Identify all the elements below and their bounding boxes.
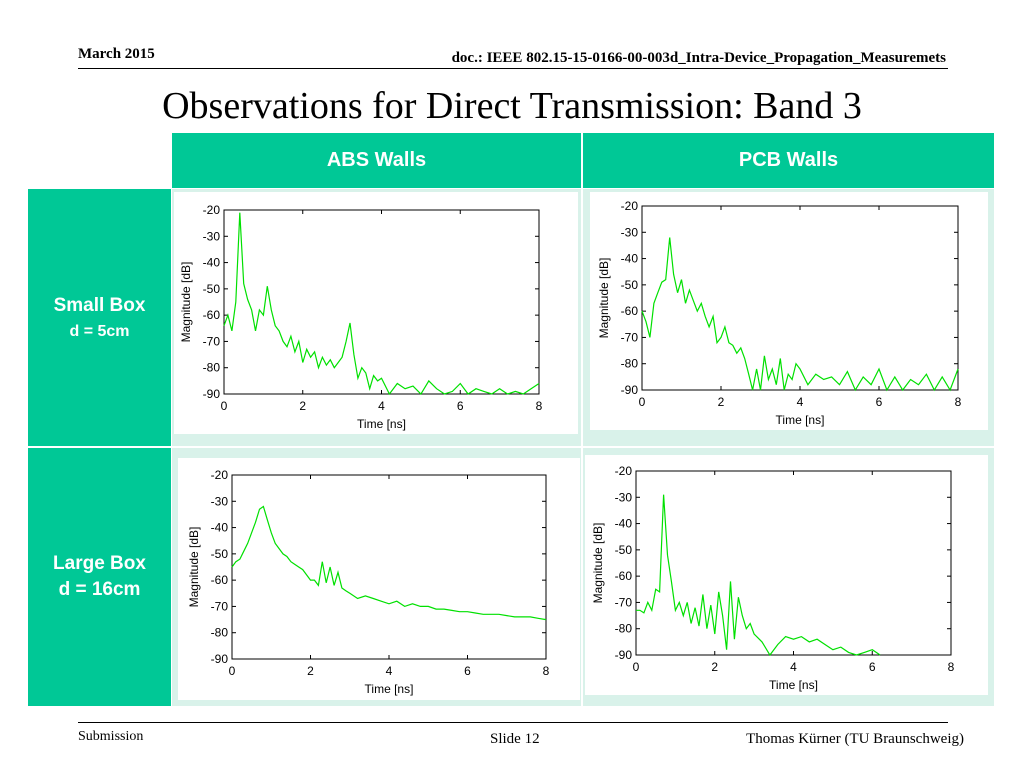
y-tick-label: -90 [615, 648, 633, 662]
x-tick-label: 8 [948, 660, 955, 674]
x-tick-label: 4 [386, 664, 393, 678]
y-tick-label: -60 [615, 569, 633, 583]
y-tick-label: -80 [203, 361, 221, 375]
row-header-small-box: Small Box d = 5cm [28, 189, 171, 446]
x-tick-label: 4 [378, 399, 385, 413]
row-header-large-box: Large Box d = 16cm [28, 448, 171, 706]
y-tick-label: -40 [203, 256, 221, 270]
header-date: March 2015 [78, 46, 155, 62]
y-tick-label: -30 [211, 494, 229, 508]
x-tick-label: 0 [221, 399, 228, 413]
x-tick-label: 8 [543, 664, 550, 678]
y-tick-label: -20 [621, 199, 639, 213]
y-tick-label: -50 [621, 278, 639, 292]
y-tick-label: -80 [621, 357, 639, 371]
x-tick-label: 8 [955, 395, 962, 409]
x-tick-label: 2 [307, 664, 314, 678]
footer-author: Thomas Kürner (TU Braunschweig) [746, 731, 964, 747]
x-axis-label: Time [ns] [357, 417, 406, 431]
y-axis-label: Magnitude [dB] [597, 258, 611, 339]
plot-small-box-pcb: -20 -30 -40 -50 -60 -70 -80 -90 0 2 4 6 8 Time [ns] Ma… [590, 192, 988, 430]
chart-large-box-abs: -20 -30 -40 -50 -60 -70 -80 -900 2 4 6 8 Time [ns] Ma… [187, 468, 550, 696]
y-tick-label: -30 [621, 225, 639, 239]
y-tick-label: -30 [615, 490, 633, 504]
x-tick-label: 0 [229, 664, 236, 678]
axes-frame [635, 470, 952, 656]
chart-small-box-pcb: -20 -30 -40 -50 -60 -70 -80 -900 2 4 6 8 Time [ns] Ma… [597, 199, 962, 427]
plot-large-box-pcb: -20 -30 -40 -50 -60 -70 -80 -90 0 2 4 6 8 Time [ns] Ma… [585, 455, 988, 695]
y-tick-label: -70 [621, 330, 639, 344]
x-tick-label: 6 [464, 664, 471, 678]
y-tick-label: -60 [621, 304, 639, 318]
row-label-small-box: Small Box [53, 294, 146, 316]
y-tick-label: -40 [621, 252, 639, 266]
header-divider [78, 68, 948, 69]
col-header-pcb: PCB Walls [583, 133, 994, 188]
y-tick-label: -50 [615, 543, 633, 557]
axes-frame [641, 205, 959, 391]
header-doc-id: doc.: IEEE 802.15-15-0166-00-003d_Intra-… [451, 50, 946, 66]
footer-submission: Submission [78, 729, 144, 744]
y-tick-label: -40 [211, 521, 229, 535]
x-tick-label: 6 [457, 399, 464, 413]
x-axis-label: Time [ns] [365, 682, 414, 696]
y-tick-label: -70 [211, 599, 229, 613]
y-tick-label: -70 [203, 334, 221, 348]
x-axis-label: Time [ns] [769, 678, 818, 692]
chart-large-box-pcb: -20 -30 -40 -50 -60 -70 -80 -900 2 4 6 8 Time [ns] Ma… [591, 464, 955, 692]
x-tick-label: 8 [536, 399, 543, 413]
y-axis-label: Magnitude [dB] [179, 262, 193, 343]
x-tick-label: 0 [633, 660, 640, 674]
x-tick-label: 4 [797, 395, 804, 409]
plot-large-box-abs: -20 -30 -40 -50 -60 -70 -80 -90 0 2 4 6 8 Time [ns] Ma… [178, 458, 580, 700]
slide-title: Observations for Direct Transmission: Ba… [162, 85, 862, 127]
x-tick-label: 2 [711, 660, 718, 674]
col-header-abs: ABS Walls [172, 133, 581, 188]
y-tick-label: -90 [621, 383, 639, 397]
y-tick-label: -90 [203, 387, 221, 401]
y-tick-label: -60 [211, 573, 229, 587]
row-sublabel-small-box: d = 5cm [69, 322, 130, 340]
y-tick-label: -60 [203, 308, 221, 322]
series-line [223, 212, 540, 396]
series-line [636, 494, 881, 657]
row-label-large-box: Large Box [53, 553, 146, 574]
y-tick-label: -80 [615, 622, 633, 636]
axes-frame [231, 474, 547, 660]
y-axis-label: Magnitude [dB] [591, 523, 605, 604]
y-tick-label: -50 [211, 547, 229, 561]
y-tick-label: -50 [203, 282, 221, 296]
axes-frame [223, 209, 540, 395]
plot-small-box-abs: -20 -30 -40 -50 -60 -70 -80 -90 0 2 4 6 8 Time [ns] Ma… [174, 192, 578, 434]
y-tick-label: -20 [211, 468, 229, 482]
x-tick-label: 0 [639, 395, 646, 409]
y-tick-label: -70 [615, 595, 633, 609]
y-axis-label: Magnitude [dB] [187, 527, 201, 608]
series-line [641, 237, 959, 392]
y-tick-label: -90 [211, 652, 229, 666]
x-tick-label: 2 [718, 395, 725, 409]
chart-small-box-abs: -20 -30 -40 -50 -60 -70 -80 -900 2 4 6 8 Time [ns] Ma… [179, 203, 543, 431]
series-line [231, 505, 547, 621]
x-tick-label: 6 [876, 395, 883, 409]
y-tick-label: -20 [203, 203, 221, 217]
y-tick-label: -80 [211, 626, 229, 640]
x-axis-label: Time [ns] [776, 413, 825, 427]
x-tick-label: 2 [299, 399, 306, 413]
x-tick-label: 4 [790, 660, 797, 674]
footer-slide-number: Slide 12 [490, 731, 540, 747]
y-tick-label: -30 [203, 229, 221, 243]
row-sublabel-large-box: d = 16cm [58, 579, 141, 600]
y-tick-label: -40 [615, 517, 633, 531]
y-tick-label: -20 [615, 464, 633, 478]
x-tick-label: 6 [869, 660, 876, 674]
footer-divider [78, 722, 948, 723]
